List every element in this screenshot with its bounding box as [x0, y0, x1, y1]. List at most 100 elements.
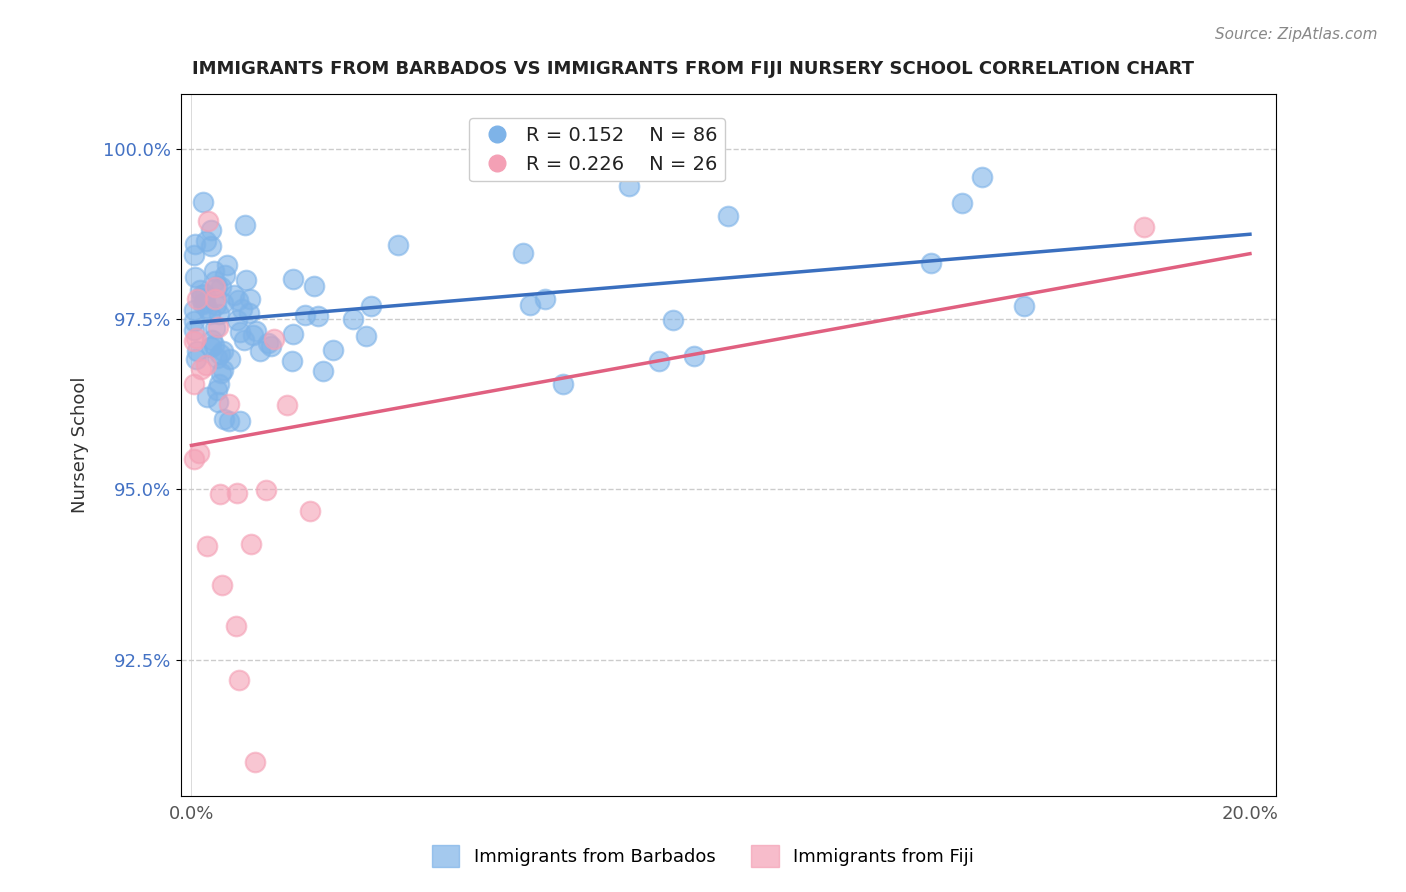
- Point: [225, 485, 247, 500]
- Point: [187, 446, 209, 460]
- Point: [970, 169, 993, 184]
- Point: [217, 258, 239, 272]
- Point: [186, 344, 208, 359]
- Point: [208, 347, 231, 361]
- Point: [238, 306, 260, 320]
- Point: [950, 196, 973, 211]
- Point: [249, 343, 271, 358]
- Point: [219, 351, 242, 366]
- Point: [281, 326, 304, 341]
- Point: [197, 213, 219, 227]
- Point: [195, 358, 218, 372]
- Point: [283, 271, 305, 285]
- Point: [228, 673, 250, 687]
- Point: [186, 293, 208, 307]
- Point: [190, 288, 212, 302]
- Point: [207, 394, 229, 409]
- Point: [683, 350, 706, 364]
- Point: [294, 308, 316, 322]
- Point: [226, 293, 249, 307]
- Point: [207, 319, 229, 334]
- Point: [194, 294, 217, 309]
- Point: [202, 338, 225, 352]
- Point: [200, 239, 222, 253]
- Point: [195, 539, 218, 553]
- Point: [519, 298, 541, 312]
- Point: [183, 269, 205, 284]
- Point: [534, 292, 557, 306]
- Point: [257, 335, 280, 350]
- Point: [208, 487, 231, 501]
- Point: [183, 376, 205, 391]
- Point: [202, 264, 225, 278]
- Point: [245, 324, 267, 338]
- Point: [617, 179, 640, 194]
- Point: [260, 339, 283, 353]
- Point: [218, 397, 240, 411]
- Point: [184, 352, 207, 367]
- Point: [194, 286, 217, 301]
- Point: [218, 414, 240, 428]
- Point: [254, 483, 277, 498]
- Point: [214, 268, 236, 282]
- Point: [207, 351, 229, 366]
- Point: [191, 194, 214, 209]
- Point: [322, 343, 344, 357]
- Point: [184, 236, 207, 251]
- Point: [225, 313, 247, 327]
- Point: [229, 414, 252, 428]
- Point: [183, 248, 205, 262]
- Point: [207, 377, 229, 392]
- Point: [190, 292, 212, 306]
- Point: [551, 377, 574, 392]
- Y-axis label: Nursery School: Nursery School: [72, 376, 89, 513]
- Point: [191, 297, 214, 311]
- Point: [184, 331, 207, 345]
- Point: [200, 340, 222, 354]
- Point: [201, 333, 224, 347]
- Point: [183, 303, 205, 318]
- Point: [717, 209, 740, 223]
- Point: [188, 283, 211, 297]
- Point: [235, 273, 257, 287]
- Point: [298, 504, 321, 518]
- Point: [212, 343, 235, 358]
- Point: [307, 309, 329, 323]
- Point: [920, 256, 942, 270]
- Point: [183, 314, 205, 328]
- Point: [211, 362, 233, 376]
- Point: [304, 279, 326, 293]
- Point: [240, 537, 263, 551]
- Point: [195, 390, 218, 404]
- Point: [243, 755, 266, 769]
- Point: [194, 234, 217, 248]
- Point: [205, 384, 228, 398]
- Point: [190, 362, 212, 376]
- Point: [232, 333, 254, 347]
- Point: [209, 280, 232, 294]
- Point: [354, 328, 377, 343]
- Point: [205, 298, 228, 312]
- Point: [212, 412, 235, 426]
- Point: [204, 320, 226, 334]
- Point: [200, 223, 222, 237]
- Point: [204, 280, 226, 294]
- Point: [662, 313, 685, 327]
- Point: [280, 354, 302, 368]
- Legend: R = 0.152    N = 86, R = 0.226    N = 26: R = 0.152 N = 86, R = 0.226 N = 26: [470, 118, 725, 181]
- Point: [512, 246, 534, 260]
- Point: [225, 618, 247, 632]
- Point: [228, 325, 250, 339]
- Text: IMMIGRANTS FROM BARBADOS VS IMMIGRANTS FROM FIJI NURSERY SCHOOL CORRELATION CHAR: IMMIGRANTS FROM BARBADOS VS IMMIGRANTS F…: [191, 60, 1194, 78]
- Point: [205, 279, 228, 293]
- Point: [263, 332, 285, 346]
- Point: [204, 292, 226, 306]
- Point: [208, 308, 231, 322]
- Text: Source: ZipAtlas.com: Source: ZipAtlas.com: [1215, 27, 1378, 42]
- Point: [209, 366, 232, 380]
- Point: [312, 364, 335, 378]
- Legend: Immigrants from Barbados, Immigrants from Fiji: Immigrants from Barbados, Immigrants fro…: [425, 838, 981, 874]
- Point: [211, 577, 233, 591]
- Point: [1133, 219, 1156, 234]
- Point: [198, 307, 221, 321]
